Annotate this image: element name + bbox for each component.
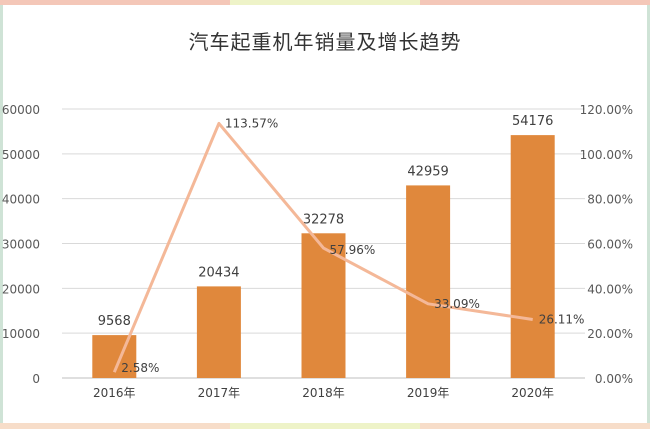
right-axis-ticks: 0.00% 20.00% 40.00% 60.00% 80.00% 100.00% 120.…: [580, 103, 633, 386]
bottom-strip-right: [420, 423, 650, 429]
bar-value-label: 32278: [303, 212, 344, 227]
left-tick-label: 50000: [2, 148, 40, 162]
bottom-strip-middle: [230, 423, 420, 429]
bar: [196, 286, 241, 378]
bottom-strip-left: [0, 423, 230, 429]
top-strip-left: [0, 0, 230, 5]
left-tick-label: 0: [32, 372, 40, 386]
line-value-label: 33.09%: [434, 297, 480, 311]
line-value-label: 113.57%: [225, 116, 278, 130]
bar-value-label: 42959: [407, 164, 448, 179]
right-tick-label: 60.00%: [587, 238, 633, 252]
right-tick-label: 20.00%: [587, 327, 633, 341]
right-tick-label: 120.00%: [580, 103, 633, 117]
left-axis-ticks: 0 10000 20000 30000 40000 50000 60000: [2, 103, 40, 386]
top-strip-middle: [230, 0, 420, 5]
left-tick-label: 30000: [2, 238, 40, 252]
bar: [406, 185, 451, 378]
line-value-labels: 2.58% 113.57% 57.96% 33.09% 26.11%: [121, 116, 584, 375]
x-tick-label: 2016年: [93, 386, 136, 400]
x-tick-label: 2017年: [198, 386, 241, 400]
right-tick-label: 100.00%: [580, 148, 633, 162]
left-tick-label: 60000: [2, 103, 40, 117]
growth-line: [112, 121, 533, 373]
bar-value-label: 9568: [98, 314, 131, 329]
x-tick-label: 2018年: [302, 386, 345, 400]
line-value-label: 2.58%: [121, 361, 159, 375]
left-tick-label: 20000: [2, 282, 40, 296]
right-tick-label: 40.00%: [587, 282, 633, 296]
x-tick-label: 2019年: [407, 386, 450, 400]
left-tick-label: 40000: [2, 193, 40, 207]
bar-value-label: 54176: [512, 114, 553, 129]
x-axis-labels: 2016年 2017年 2018年 2019年 2020年: [93, 386, 554, 400]
bar-value-labels: 9568 20434 32278 42959 54176: [98, 114, 554, 329]
x-tick-label: 2020年: [511, 386, 554, 400]
right-tick-label: 80.00%: [587, 193, 633, 207]
bar-value-label: 20434: [198, 265, 239, 280]
top-strip-right: [420, 0, 650, 5]
line-series: [112, 121, 533, 373]
bar: [510, 135, 555, 378]
line-value-label: 57.96%: [330, 243, 376, 257]
right-tick-label: 0.00%: [595, 372, 633, 386]
line-value-label: 26.11%: [539, 312, 585, 326]
chart-title: 汽车起重机年销量及增长趋势: [188, 30, 462, 54]
left-tick-label: 10000: [2, 327, 40, 341]
